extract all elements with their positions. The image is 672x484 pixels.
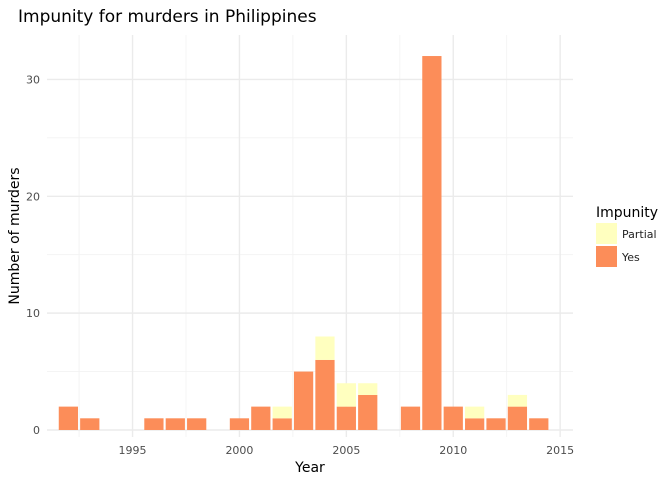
bar-partial-2006 (358, 383, 378, 395)
bar-yes-2013 (507, 406, 528, 430)
y-tick-label: 10 (26, 307, 40, 320)
bar-yes-2009 (422, 56, 442, 430)
legend-label-yes: Yes (621, 251, 640, 264)
legend-key-partial (596, 223, 617, 244)
bar-yes-1998 (187, 418, 207, 430)
bar-yes-1993 (80, 418, 100, 430)
bar-yes-2005 (336, 406, 356, 430)
legend-title: Impunity (596, 205, 658, 221)
bar-yes-2004 (315, 359, 335, 430)
legend-key-yes (596, 246, 617, 267)
bar-yes-1996 (144, 418, 164, 430)
bar-partial-2013 (507, 394, 528, 407)
y-axis-title: Number of murders (7, 167, 23, 304)
bar-partial-2002 (272, 406, 292, 419)
bar-partial-2004 (315, 336, 335, 360)
bar-yes-2001 (251, 406, 271, 430)
x-tick-label: 2000 (225, 444, 253, 457)
bar-yes-2010 (443, 406, 463, 430)
bar-yes-2002 (272, 418, 292, 430)
bar-yes-2014 (529, 418, 549, 430)
x-axis-title: Year (294, 460, 325, 476)
x-tick-label: 2015 (546, 444, 574, 457)
legend-label-partial: Partial (622, 228, 657, 241)
y-tick-label: 0 (33, 424, 40, 437)
y-tick-label: 30 (26, 73, 40, 86)
x-tick-label: 2010 (439, 444, 467, 457)
y-tick-label: 20 (26, 190, 40, 203)
bar-yes-2008 (400, 406, 421, 430)
bar-yes-1992 (58, 406, 79, 430)
bar-partial-2005 (336, 383, 356, 407)
bar-yes-2006 (358, 394, 378, 430)
x-tick-label: 2005 (332, 444, 360, 457)
bar-yes-2011 (465, 418, 485, 430)
bar-partial-2011 (465, 406, 485, 419)
chart-title: Impunity for murders in Philippines (18, 7, 317, 27)
bar-yes-1997 (165, 418, 185, 430)
axis-layer: 1995 2000 2005 2010 2015 0 10 20 30 (26, 73, 574, 457)
legend: Impunity Partial Yes (596, 205, 658, 267)
x-tick-label: 1995 (119, 444, 147, 457)
bar-yes-2012 (486, 418, 506, 430)
bar-yes-2003 (293, 371, 314, 430)
bar-yes-2000 (229, 418, 250, 430)
bars-layer (58, 56, 549, 430)
